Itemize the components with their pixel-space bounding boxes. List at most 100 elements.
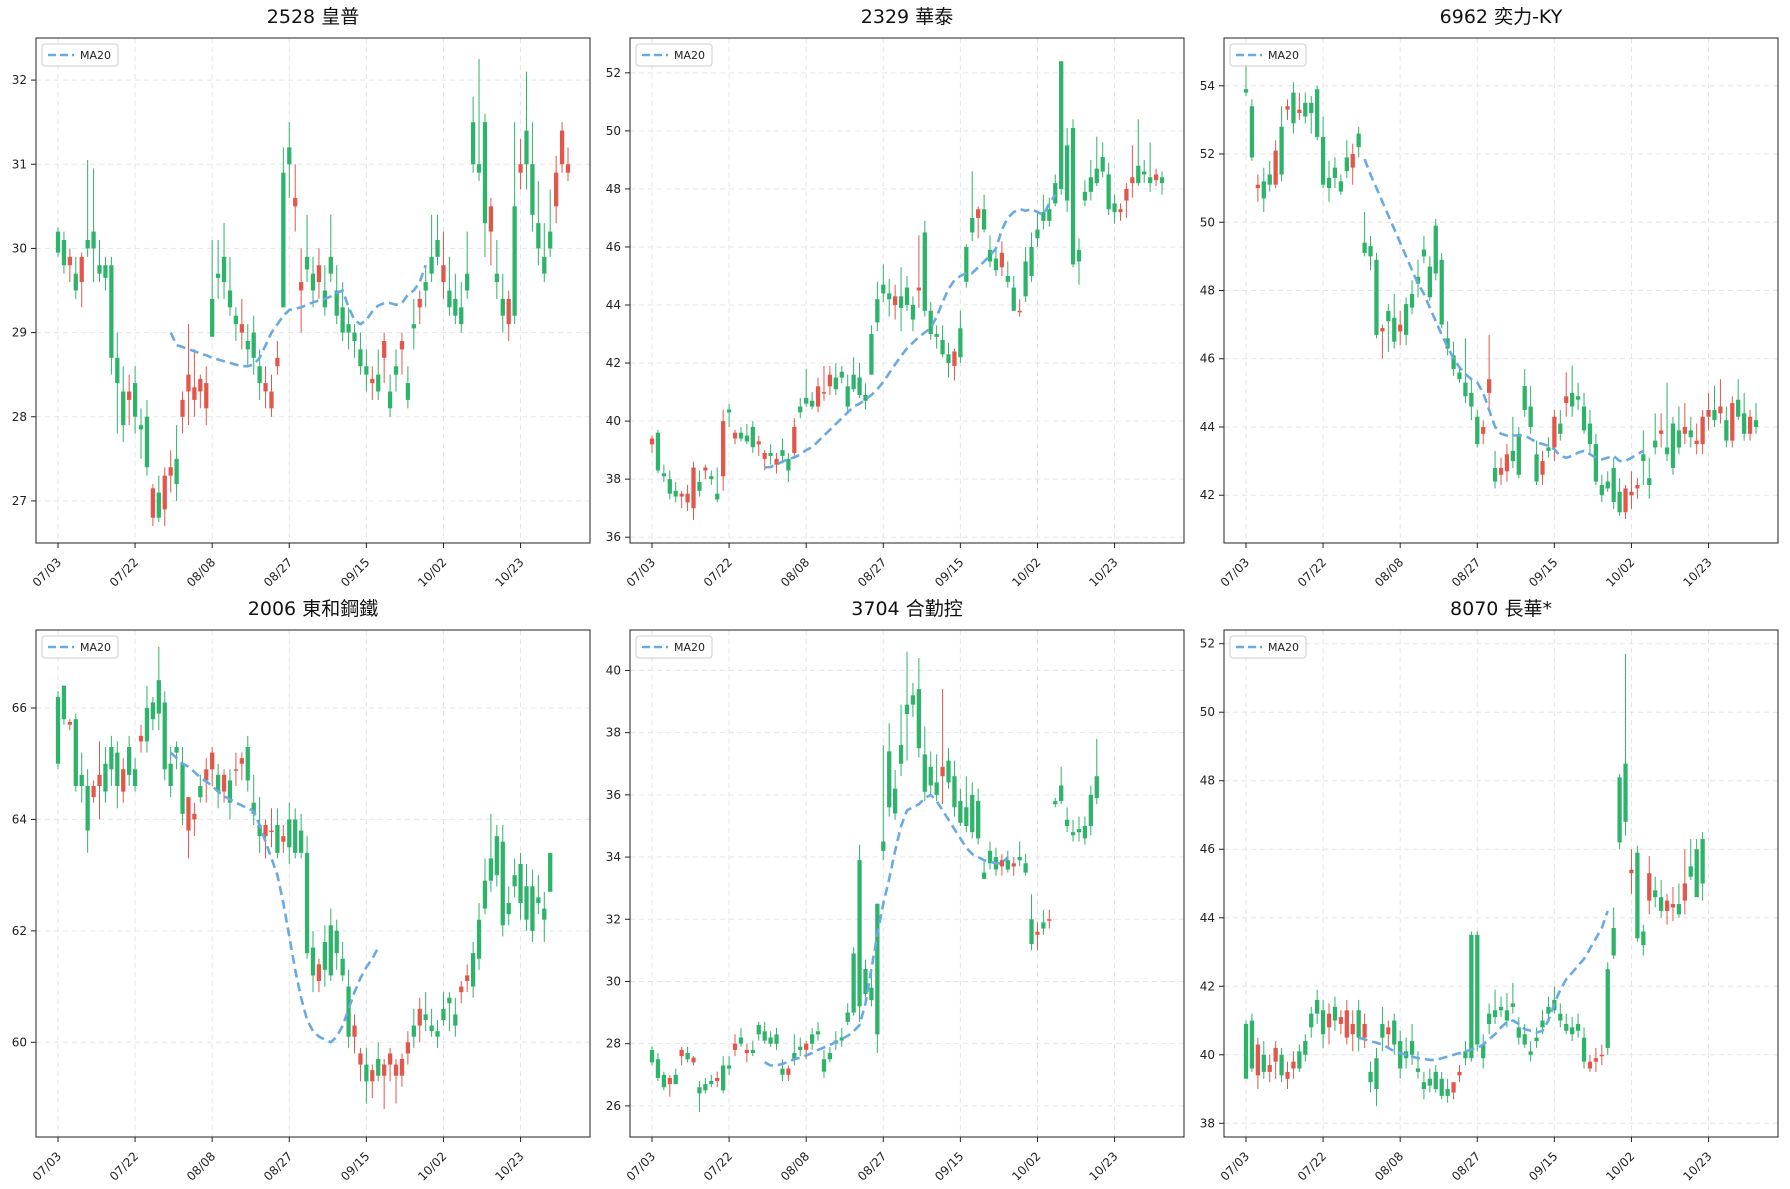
candle-body	[1023, 863, 1028, 873]
candle-body	[470, 953, 476, 987]
axes-frame	[629, 37, 1185, 544]
candle-body	[845, 386, 850, 407]
y-tick-label: 48	[1200, 774, 1215, 788]
candle-body	[1041, 922, 1046, 929]
candle-body	[109, 265, 114, 358]
candle-body	[61, 685, 67, 720]
x-tick-label: 10/23	[1086, 1149, 1120, 1183]
x-tick-label: 10/23	[1680, 555, 1714, 589]
candle-body	[851, 374, 856, 390]
y-tick-label: 50	[1200, 215, 1215, 229]
candle-body	[399, 341, 405, 350]
candle-body	[798, 1046, 803, 1050]
candle-body	[1392, 317, 1397, 342]
candle-body	[1587, 1061, 1593, 1069]
candle-body	[85, 240, 90, 249]
candle-body	[1094, 776, 1099, 798]
candle-body	[993, 258, 999, 271]
candle-body	[1457, 372, 1462, 380]
candle-body	[1297, 109, 1302, 114]
candle-body	[1641, 454, 1646, 462]
candle-body	[476, 164, 482, 173]
candle-body	[792, 1053, 797, 1060]
axes-frame	[35, 37, 591, 544]
candle-body	[1753, 420, 1759, 427]
candle-body	[530, 886, 535, 931]
candle-body	[1487, 1013, 1492, 1024]
candle-body	[922, 232, 927, 311]
candle-body	[1035, 229, 1040, 239]
x-tick-label: 07/03	[624, 555, 658, 589]
candle-body	[1255, 184, 1260, 189]
candle-body	[358, 1053, 363, 1065]
candle-body	[1504, 454, 1510, 472]
candle-body	[1730, 403, 1735, 441]
candle-body	[1309, 102, 1314, 114]
y-tick-label: 46	[606, 240, 621, 254]
y-tick-label: 42	[1200, 979, 1215, 993]
candle-body	[1403, 304, 1409, 335]
candle-body	[132, 769, 138, 786]
candle-body	[1261, 1054, 1266, 1072]
legend: MA20	[635, 635, 713, 659]
candle-body	[441, 265, 446, 283]
x-tick-label: 10/23	[492, 555, 526, 589]
legend-label: MA20	[80, 49, 111, 62]
candle-body	[1540, 461, 1545, 475]
y-tick-label: 44	[1200, 420, 1215, 434]
candle-body	[376, 1059, 381, 1076]
candle-body	[1386, 1027, 1391, 1035]
candle-body	[1605, 481, 1610, 489]
y-tick-label: 52	[1200, 637, 1215, 651]
candle-body	[1564, 396, 1569, 404]
candle-body	[1112, 203, 1117, 213]
candle-body	[1528, 1051, 1533, 1055]
candle-body	[1433, 225, 1438, 274]
candle-body	[91, 231, 96, 249]
candle-body	[1059, 785, 1064, 802]
candle-body	[1742, 413, 1747, 434]
candle-body	[1303, 1041, 1308, 1055]
candle-body	[459, 307, 464, 325]
candle-body	[1059, 61, 1064, 189]
chart-panel-3: 60 62 64 66 07/03 07/22 08/08 08/27 09/15 10/02 10…	[12, 598, 591, 1184]
candle-body	[1653, 440, 1658, 448]
candle-body	[815, 386, 821, 407]
axes-frame	[35, 629, 591, 1138]
legend: MA20	[635, 43, 713, 67]
candle-body	[73, 719, 78, 786]
candle-body	[559, 130, 565, 165]
candle-body	[964, 807, 969, 826]
candle-body	[1427, 1078, 1432, 1086]
candle-body	[500, 841, 505, 926]
y-tick-label: 54	[1200, 79, 1215, 93]
candle-body	[709, 476, 714, 480]
x-tick-label: 07/03	[30, 555, 64, 589]
candle-body	[127, 747, 132, 775]
y-tick-label: 38	[606, 726, 621, 740]
candle-body	[655, 1059, 661, 1078]
candle-body	[1332, 1006, 1338, 1021]
candle-body	[482, 122, 488, 224]
chart-title: 8070 長華*	[1450, 598, 1552, 620]
candle-body	[999, 252, 1005, 268]
candle-body	[762, 1031, 767, 1041]
candle-body	[263, 383, 268, 392]
candle-body	[1243, 1023, 1249, 1079]
candle-body	[447, 997, 452, 1004]
candle-body	[1421, 1082, 1427, 1090]
candle-body	[792, 426, 797, 454]
candle-body	[506, 298, 511, 325]
candle-body	[103, 265, 108, 278]
x-tick-label: 08/27	[855, 1149, 889, 1183]
candle-body	[1481, 1044, 1486, 1059]
legend: MA20	[41, 43, 119, 67]
candle-body	[518, 864, 523, 903]
candle-body	[198, 786, 203, 798]
candle-body	[1653, 890, 1658, 898]
x-tick-label: 09/15	[932, 555, 966, 589]
x-tick-label: 10/02	[1603, 1149, 1637, 1183]
ma20-line	[1363, 158, 1644, 463]
chart-panel-5: 38 40 42 44 46 48 50 52 07/03 07/22 08/08 08/27 09/1…	[1200, 598, 1779, 1184]
candle-body	[691, 467, 696, 509]
